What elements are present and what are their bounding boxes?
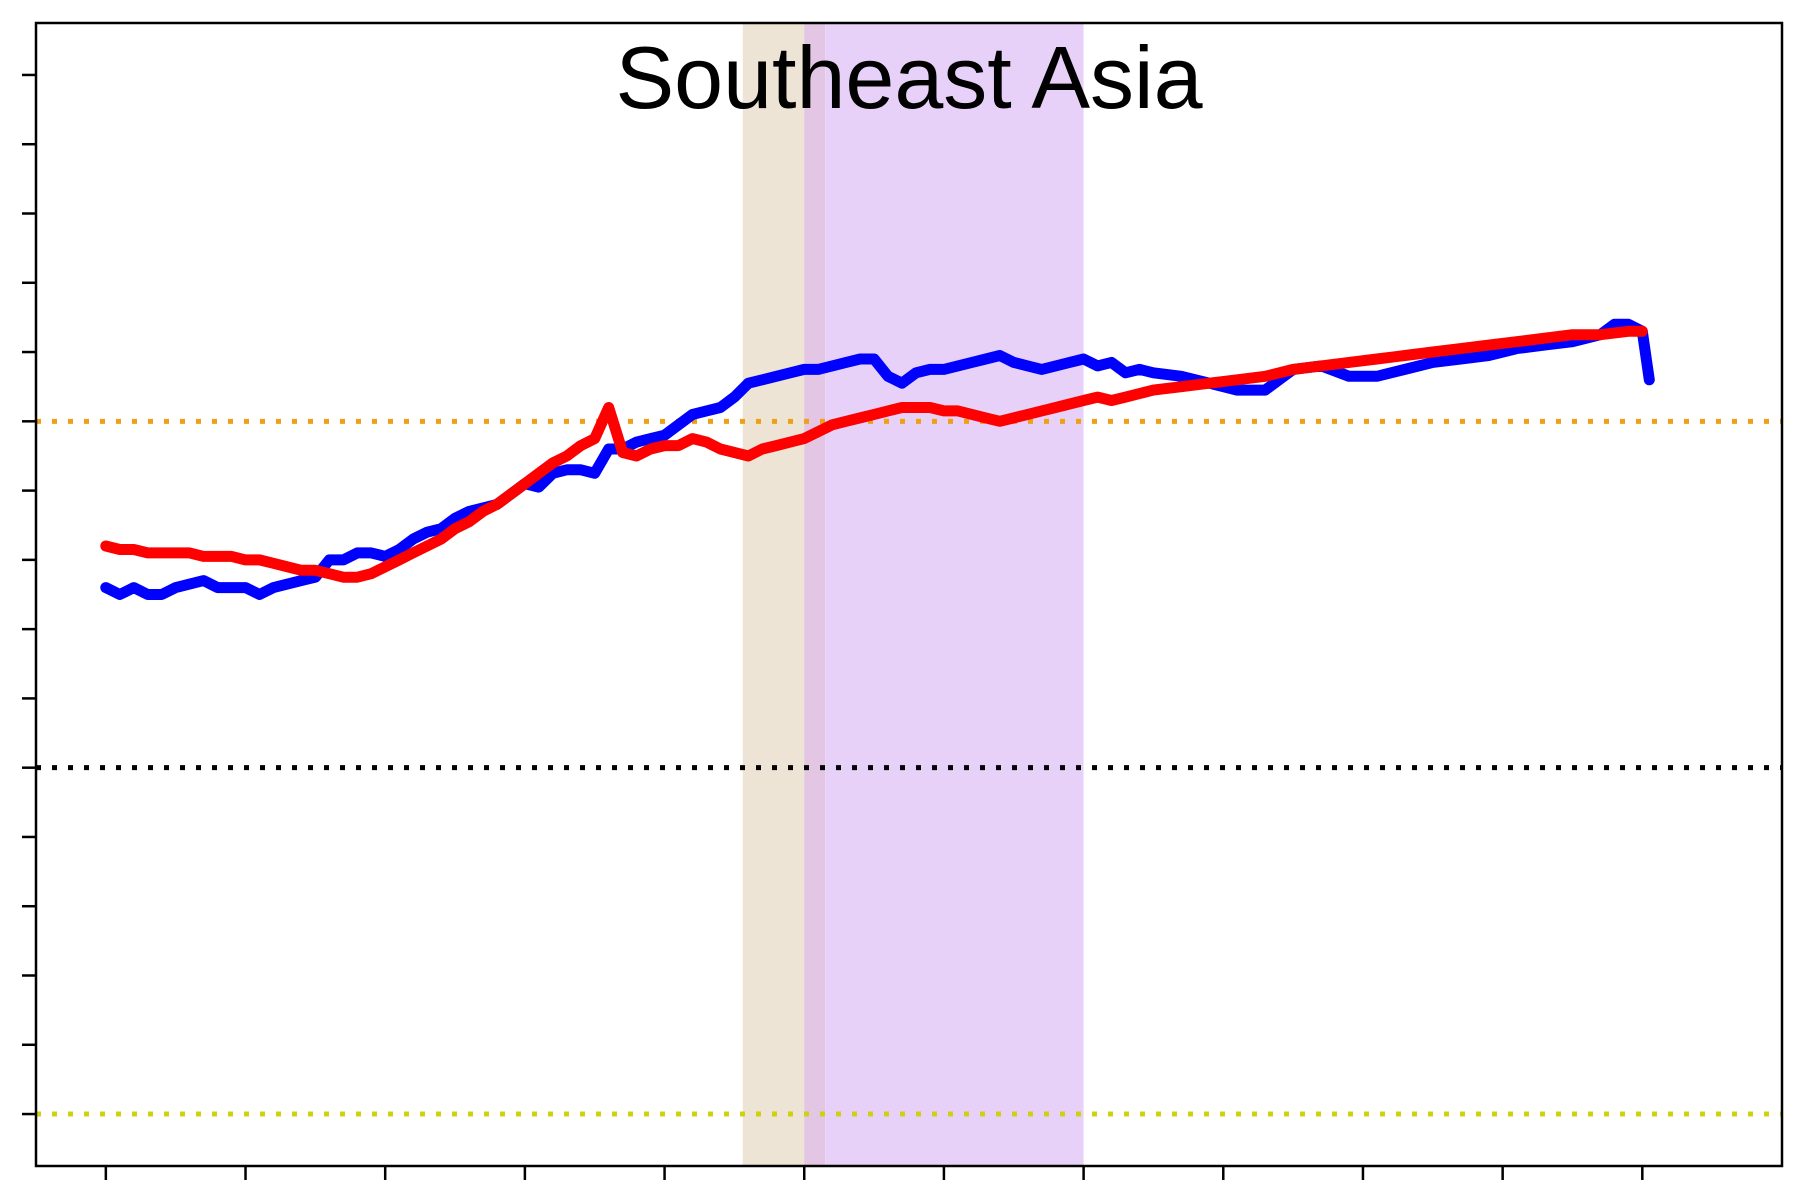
red-series-line	[100, 325, 1648, 583]
reference-lines	[36, 418, 1782, 1117]
shaded-bands	[742, 23, 1084, 1166]
tan-band	[742, 23, 805, 1166]
violet-band	[825, 23, 1084, 1166]
plot-frame	[34, 21, 1784, 1168]
overlap-band	[804, 23, 826, 1166]
chart-title: Southeast Asia	[615, 28, 1202, 127]
y-axis-ticks	[22, 73, 36, 1116]
x-axis-ticks	[104, 1166, 1644, 1180]
series-lines	[100, 318, 1655, 600]
